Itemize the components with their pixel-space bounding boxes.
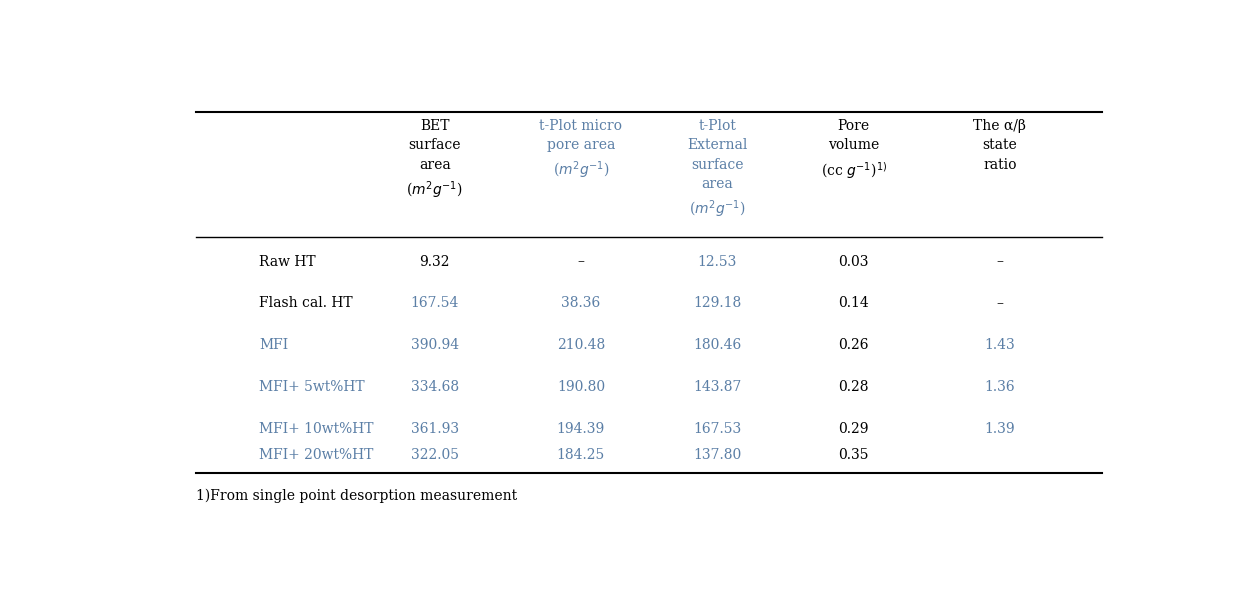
Text: Raw HT: Raw HT xyxy=(259,255,316,268)
Text: –: – xyxy=(577,255,585,268)
Text: 0.29: 0.29 xyxy=(838,422,869,436)
Text: 167.53: 167.53 xyxy=(693,422,742,436)
Text: 38.36: 38.36 xyxy=(562,296,601,310)
Text: MFI+ 20wt%HT: MFI+ 20wt%HT xyxy=(259,448,373,462)
Text: 180.46: 180.46 xyxy=(693,338,742,352)
Text: Pore
volume
(cc $g^{-1}$)$^{1)}$: Pore volume (cc $g^{-1}$)$^{1)}$ xyxy=(821,119,886,181)
Text: MFI+ 10wt%HT: MFI+ 10wt%HT xyxy=(259,422,373,436)
Text: The α/β
state
ratio: The α/β state ratio xyxy=(973,119,1026,172)
Text: t-Plot micro
pore area
($m^2g^{-1}$): t-Plot micro pore area ($m^2g^{-1}$) xyxy=(539,119,622,181)
Text: 0.28: 0.28 xyxy=(838,380,869,394)
Text: 137.80: 137.80 xyxy=(693,448,742,462)
Text: 1.43: 1.43 xyxy=(984,338,1016,352)
Text: 210.48: 210.48 xyxy=(557,338,605,352)
Text: Flash cal. HT: Flash cal. HT xyxy=(259,296,353,310)
Text: 0.26: 0.26 xyxy=(838,338,869,352)
Text: 9.32: 9.32 xyxy=(420,255,450,268)
Text: 143.87: 143.87 xyxy=(693,380,742,394)
Text: MFI: MFI xyxy=(259,338,289,352)
Text: MFI+ 5wt%HT: MFI+ 5wt%HT xyxy=(259,380,365,394)
Text: 12.53: 12.53 xyxy=(698,255,737,268)
Text: –: – xyxy=(997,296,1003,310)
Text: BET
surface
area
($m^2g^{-1}$): BET surface area ($m^2g^{-1}$) xyxy=(406,119,463,201)
Text: 129.18: 129.18 xyxy=(693,296,742,310)
Text: 390.94: 390.94 xyxy=(411,338,459,352)
Text: 334.68: 334.68 xyxy=(411,380,459,394)
Text: –: – xyxy=(997,255,1003,268)
Text: 167.54: 167.54 xyxy=(411,296,459,310)
Text: 0.35: 0.35 xyxy=(838,448,869,462)
Text: 184.25: 184.25 xyxy=(557,448,605,462)
Text: 361.93: 361.93 xyxy=(411,422,459,436)
Text: 1)From single point desorption measurement: 1)From single point desorption measureme… xyxy=(196,489,517,503)
Text: 1.36: 1.36 xyxy=(984,380,1016,394)
Text: 0.03: 0.03 xyxy=(838,255,869,268)
Text: 190.80: 190.80 xyxy=(557,380,605,394)
Text: 0.14: 0.14 xyxy=(838,296,869,310)
Text: t-Plot
External
surface
area
($m^2g^{-1}$): t-Plot External surface area ($m^2g^{-1}… xyxy=(688,119,748,221)
Text: 322.05: 322.05 xyxy=(411,448,459,462)
Text: 194.39: 194.39 xyxy=(557,422,605,436)
Text: 1.39: 1.39 xyxy=(984,422,1016,436)
